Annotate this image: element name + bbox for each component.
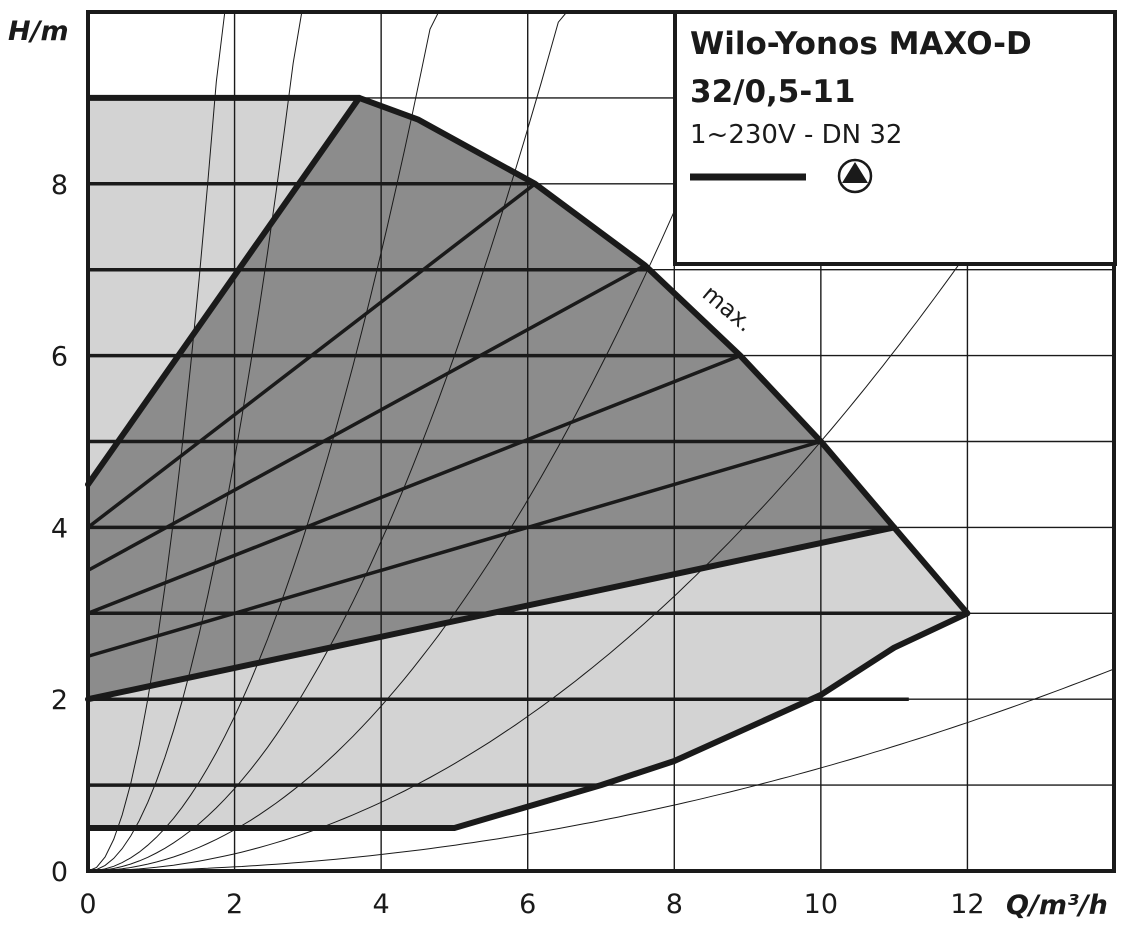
y-axis-label: H/m — [8, 16, 69, 47]
variable-pressure-curve — [86, 263, 647, 573]
system-curve — [87, 11, 303, 872]
axes — [86, 10, 1116, 873]
tick-labels: 0 2 4 6 8 10 12 0 2 4 6 8 — [51, 170, 985, 920]
dark-operating-region — [88, 97, 895, 700]
x-tick-label: 2 — [226, 889, 243, 920]
variable-pressure-curve — [85, 94, 363, 488]
system-curve — [88, 668, 1115, 872]
y-tick-label: 4 — [51, 513, 68, 544]
variable-pressure-curve — [86, 353, 742, 616]
pressure-curves — [85, 94, 971, 831]
legend-box: Wilo-Yonos MAXO-D 32/0,5-11 1~230V - DN … — [673, 10, 1117, 266]
variable-pressure-curve — [86, 439, 823, 658]
variable-pressure-curve — [85, 524, 898, 703]
x-axis-label: Q/m³/h — [1006, 890, 1108, 921]
system-curve — [87, 11, 764, 872]
x-tick-label: 12 — [950, 889, 984, 920]
chart-title-line-1: Wilo-Yonos MAXO-D — [690, 26, 1032, 62]
x-tick-label: 6 — [519, 889, 536, 920]
x-tick-label: 0 — [79, 889, 96, 920]
plot-frame — [86, 10, 1116, 873]
x-tick-label: 10 — [804, 889, 838, 920]
system-curve — [87, 11, 440, 872]
x-tick-label: 8 — [666, 889, 683, 920]
pump-symbol-icon — [837, 158, 873, 194]
legend-frame — [673, 10, 1117, 266]
system-curve — [87, 28, 1115, 872]
chart-title-line-2: 32/0,5-11 — [690, 74, 855, 110]
x-tick-label: 4 — [373, 889, 390, 920]
max-curve-boundary — [88, 94, 971, 831]
system-curve — [87, 11, 226, 872]
chart-subtitle: 1~230V - DN 32 — [690, 120, 902, 150]
y-tick-label: 0 — [51, 857, 68, 888]
y-tick-label: 6 — [51, 342, 68, 373]
variable-pressure-curve — [86, 182, 537, 530]
y-tick-label: 2 — [51, 685, 68, 716]
y-tick-label: 8 — [51, 170, 68, 201]
